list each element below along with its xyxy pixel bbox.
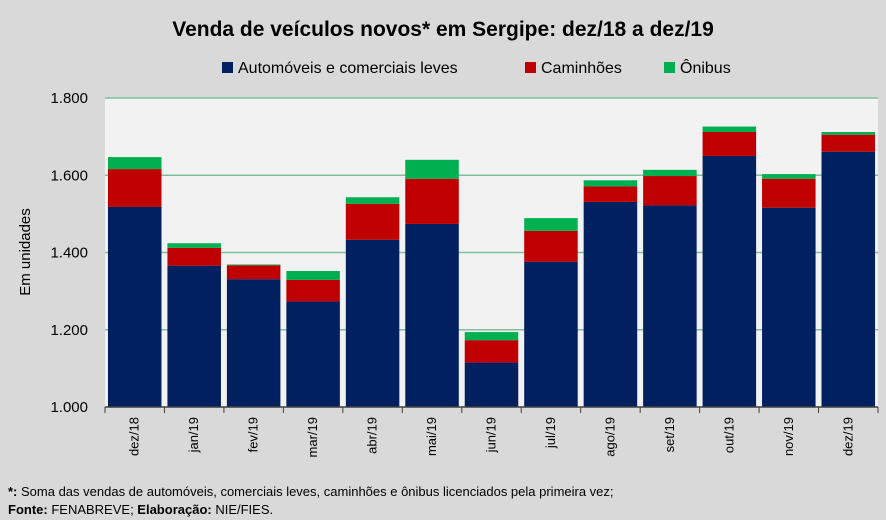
- x-tick-label: jul/19: [543, 417, 558, 449]
- bar-automoveis-mai-19: [405, 223, 459, 407]
- bar-automoveis-out-19: [702, 155, 757, 407]
- bar-onibus-abr-19: [345, 197, 400, 204]
- bar-caminhoes-fev-19: [226, 265, 281, 280]
- bar-automoveis-dez-19: [821, 151, 876, 407]
- elaboration-text: NIE/FIES.: [212, 502, 273, 517]
- bar-automoveis-abr-19: [345, 239, 400, 407]
- legend-swatch: [525, 62, 536, 73]
- footnote-star-text: Soma das vendas de automóveis, comerciai…: [17, 484, 613, 499]
- legend-label: Caminhões: [541, 60, 622, 77]
- bar-caminhoes-nov-19: [762, 178, 816, 208]
- legend-swatch: [222, 62, 233, 73]
- bar-onibus-dez-19: [821, 131, 876, 135]
- bar-automoveis-jan-19: [167, 265, 221, 407]
- bar-caminhoes-set-19: [643, 176, 697, 206]
- bar-caminhoes-ago-19: [583, 186, 638, 202]
- bar-automoveis-dez-18: [107, 206, 162, 407]
- bars: [107, 126, 876, 407]
- bar-caminhoes-jan-19: [167, 247, 221, 266]
- x-tick-label: jun/19: [484, 417, 499, 453]
- elaboration-label: Elaboração:: [137, 502, 211, 517]
- bar-onibus-jun-19: [464, 332, 519, 341]
- bar-onibus-set-19: [643, 169, 697, 177]
- y-tick-label: 1.800: [50, 90, 88, 107]
- legend-label: Automóveis e comerciais leves: [238, 60, 458, 77]
- legend-swatch: [664, 62, 675, 73]
- legend: Automóveis e comerciais leves Caminhões Ôn…: [222, 58, 731, 77]
- bar-caminhoes-jul-19: [524, 230, 578, 262]
- bar-onibus-dez-18: [107, 157, 162, 170]
- x-tick-label: ago/19: [602, 417, 617, 457]
- footnote-star: *:: [8, 484, 17, 499]
- bar-automoveis-mar-19: [286, 301, 340, 407]
- bar-caminhoes-dez-19: [821, 134, 876, 152]
- legend-label: Ônibus: [680, 58, 731, 77]
- x-tick-label: out/19: [721, 417, 736, 453]
- y-tick-label: 1.000: [50, 399, 88, 416]
- bar-caminhoes-mar-19: [286, 279, 340, 302]
- bar-onibus-fev-19: [226, 264, 281, 266]
- axes: 1.000 1.200 1.400 1.600 1.800 dez/18 jan/19 fev…: [50, 90, 879, 457]
- bar-automoveis-jun-19: [464, 362, 519, 407]
- footnote-source: Fonte: FENABREVE; Elaboração: NIE/FIES.: [8, 502, 273, 517]
- bar-onibus-jul-19: [524, 218, 578, 231]
- bar-caminhoes-out-19: [702, 131, 757, 156]
- bar-onibus-ago-19: [583, 180, 638, 187]
- y-axis-title: Em unidades: [17, 208, 34, 296]
- bar-automoveis-set-19: [643, 205, 697, 407]
- x-tick-label: abr/19: [365, 417, 380, 454]
- footnote-definition: *: Soma das vendas de automóveis, comerc…: [8, 484, 614, 499]
- bar-onibus-mar-19: [286, 271, 340, 280]
- source-text: FENABREVE;: [48, 502, 138, 517]
- x-tick-label: set/19: [662, 417, 677, 452]
- bar-automoveis-nov-19: [762, 207, 816, 407]
- bar-onibus-nov-19: [762, 174, 816, 179]
- bar-caminhoes-abr-19: [345, 203, 400, 240]
- bar-caminhoes-jun-19: [464, 340, 519, 363]
- x-tick-label: mai/19: [424, 417, 439, 456]
- bar-automoveis-jul-19: [524, 261, 578, 407]
- bar-onibus-out-19: [702, 126, 757, 132]
- y-tick-label: 1.400: [50, 245, 88, 262]
- x-tick-label: jan/19: [186, 417, 201, 453]
- bar-caminhoes-mai-19: [405, 178, 459, 224]
- bar-automoveis-ago-19: [583, 201, 638, 407]
- y-tick-label: 1.600: [50, 167, 88, 184]
- x-tick-label: dez/19: [840, 417, 855, 456]
- x-tick-label: nov/19: [781, 417, 796, 456]
- y-tick-label: 1.200: [50, 322, 88, 339]
- x-tick-label: dez/18: [127, 417, 142, 456]
- x-tick-label: mar/19: [305, 417, 320, 457]
- x-tick-label: fev/19: [246, 417, 261, 452]
- bar-automoveis-fev-19: [226, 279, 281, 407]
- source-label: Fonte:: [8, 502, 48, 517]
- chart-title: Venda de veículos novos* em Sergipe: dez…: [172, 18, 714, 41]
- bar-onibus-jan-19: [167, 243, 221, 248]
- bar-caminhoes-dez-18: [107, 169, 162, 207]
- bar-onibus-mai-19: [405, 159, 459, 179]
